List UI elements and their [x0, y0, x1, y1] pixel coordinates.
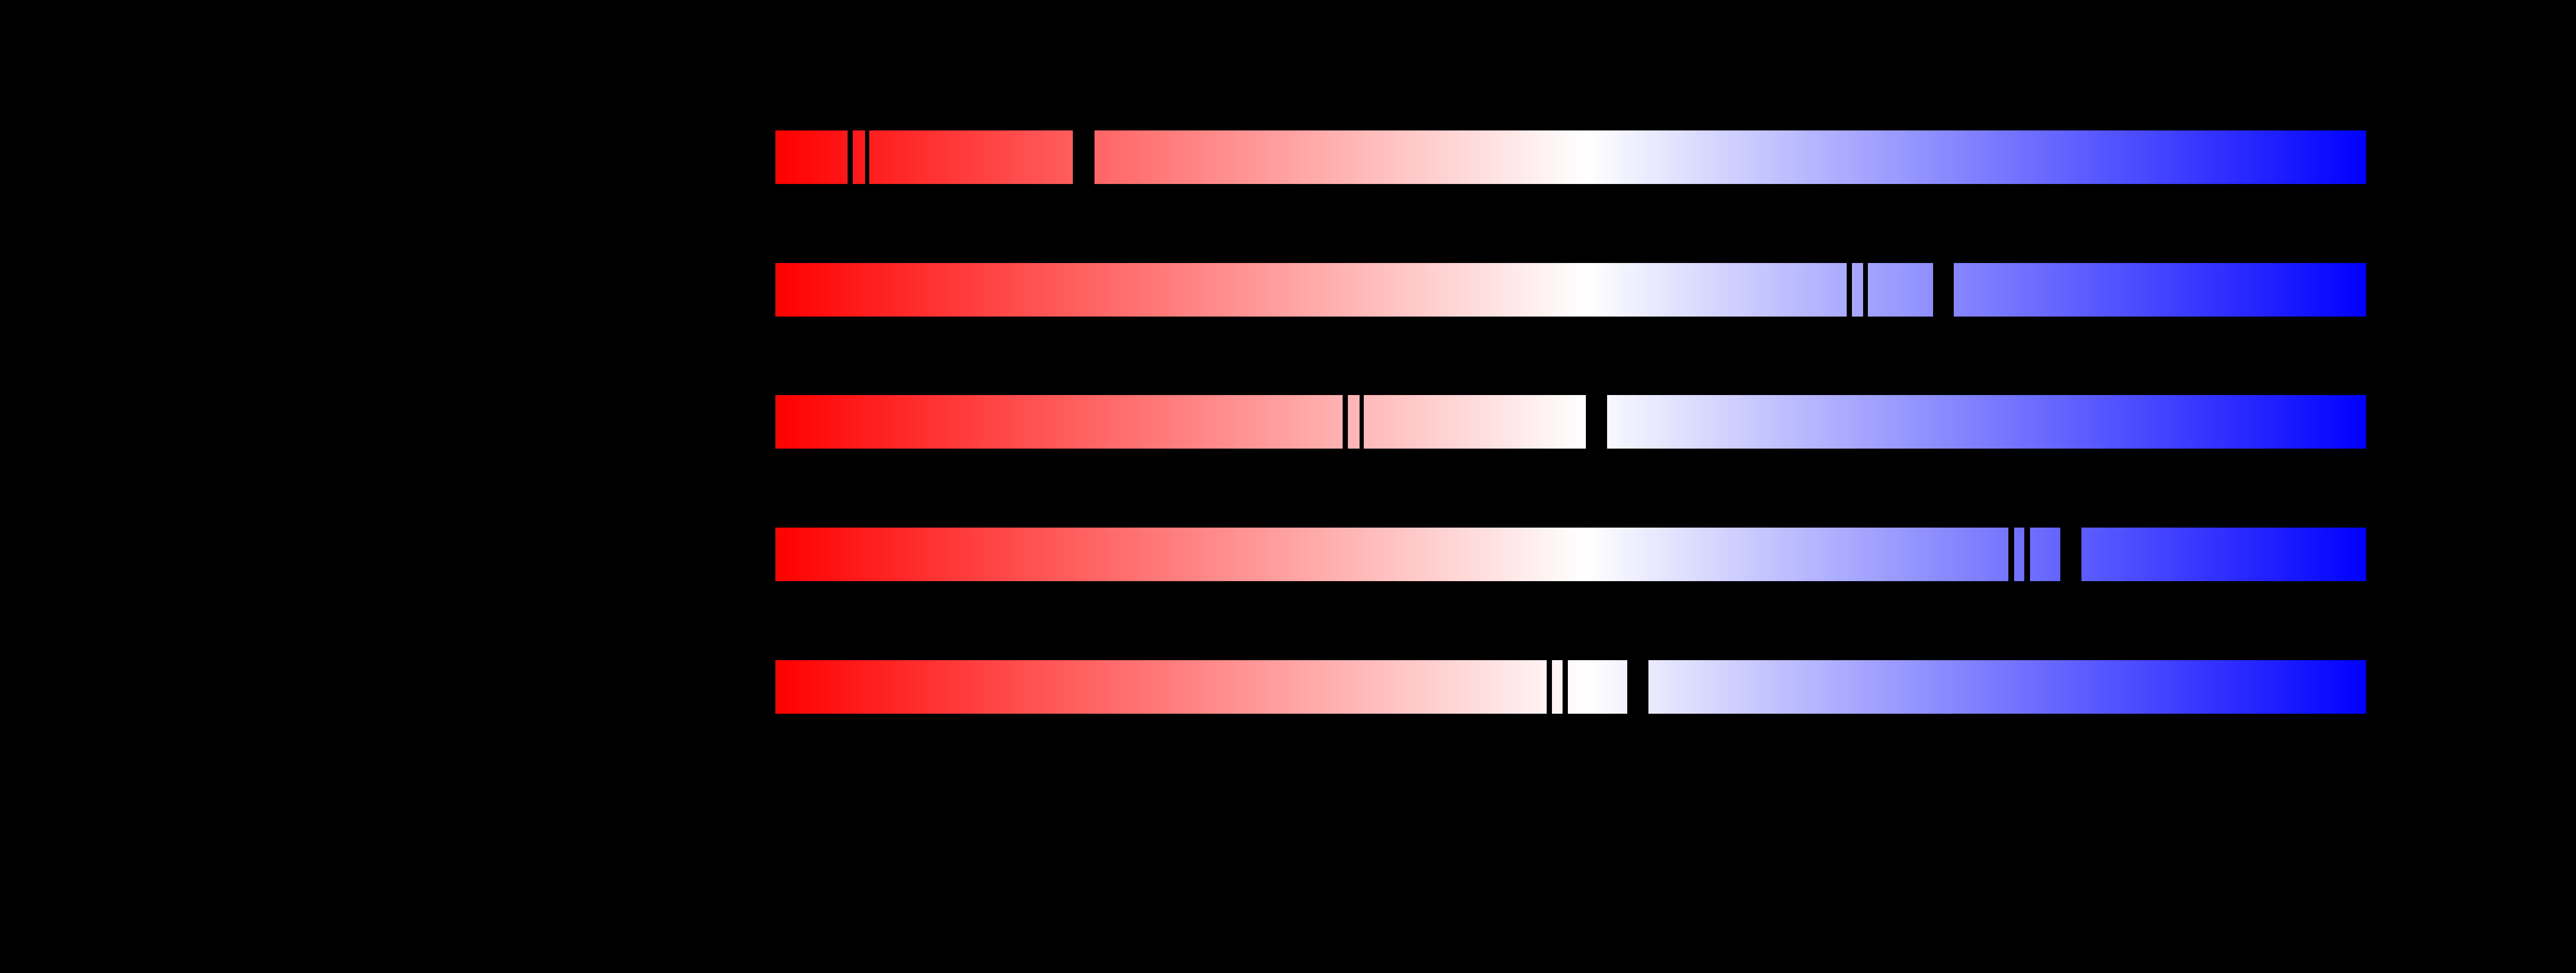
thin-tick-mark — [1563, 660, 1568, 714]
thick-tick-mark — [1933, 263, 1954, 317]
gradient-bar — [775, 395, 2366, 449]
thin-tick-mark — [848, 130, 853, 184]
thick-tick-mark — [1627, 660, 1648, 714]
thin-tick-mark — [1360, 395, 1364, 449]
thin-tick-mark — [1863, 263, 1868, 317]
gradient-bar — [775, 263, 2366, 317]
thick-tick-mark — [1586, 395, 1607, 449]
thin-tick-mark — [1547, 660, 1552, 714]
thin-tick-mark — [1343, 395, 1348, 449]
thin-tick-mark — [1847, 263, 1852, 317]
gradient-bar — [775, 528, 2366, 581]
gradient-bar — [775, 660, 2366, 714]
thin-tick-mark — [2008, 528, 2014, 581]
thick-tick-mark — [2060, 528, 2081, 581]
thin-tick-mark — [2024, 528, 2030, 581]
thin-tick-mark — [865, 130, 869, 184]
thick-tick-mark — [1073, 130, 1095, 184]
gradient-bar — [775, 130, 2366, 184]
